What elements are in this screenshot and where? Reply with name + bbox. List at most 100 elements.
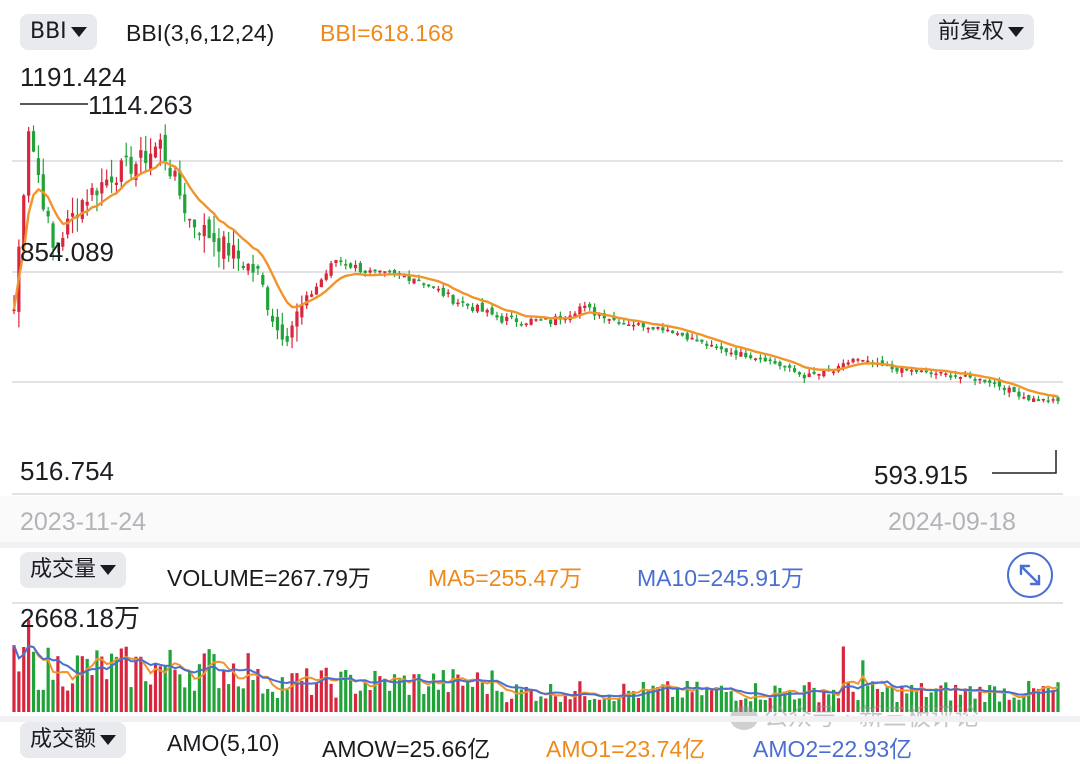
volume-bar [144,681,148,712]
candle-body [807,373,811,378]
volume-select[interactable]: 成交量 [20,552,127,588]
volume-bar [944,682,948,712]
volume-bar [407,694,411,712]
volume-bar [31,651,36,712]
candle [788,363,792,372]
candle-body [256,265,260,269]
candle-body [392,270,397,274]
volume-bar [222,669,226,712]
candle [280,312,284,346]
volume-bar [329,683,333,712]
volume-bar [295,673,299,712]
volume-bar [436,689,441,712]
candle-body [646,327,650,330]
candle-body [173,170,177,177]
volume-bar [119,648,123,712]
volume-bar [695,681,699,712]
candle-body [783,365,787,368]
candle-body [339,260,343,263]
candle-body [456,302,460,305]
end-date-label: 2024-09-18 [888,508,1016,536]
candle-body [427,284,431,287]
volume-bar [270,691,275,712]
candle [851,357,855,364]
volume-bar [22,646,26,712]
volume-bar [719,685,723,712]
volume-bar [261,693,265,712]
candle-body [66,218,70,235]
volume-bar [705,687,709,712]
volume-bar [988,685,992,712]
candle-body [358,263,362,273]
candle [446,289,450,298]
candle [197,231,201,241]
candle-body [666,329,670,332]
candle [778,360,782,370]
volume-bar [451,669,455,712]
candle [95,187,99,212]
volume-bar [836,698,841,712]
candle-body [270,315,275,322]
candle-body [412,278,416,284]
price-high-label: 1191.424 [20,62,127,92]
candle [456,298,460,307]
price-low-axis-label: 516.754 [20,456,114,486]
volume-bar [797,698,802,712]
volume-bar [622,683,626,712]
volume-select-label: 成交量 [30,557,97,582]
candle [441,283,445,298]
candle-body [988,380,992,383]
volume-bar [905,693,909,712]
candle-body [939,371,943,374]
volume-max-label: 2668.18万 [20,603,140,633]
candle [412,278,416,285]
candle-body [192,219,197,228]
volume-bar [631,691,636,712]
volume-bar [846,682,850,712]
volume-bar [431,673,436,712]
volume-bar [690,692,694,712]
volume-bar [207,649,211,712]
candle-body [202,224,206,237]
candle [270,308,275,328]
candle-body [597,314,602,316]
volume-bar [724,692,728,712]
candle-body [100,182,104,194]
volume-bar [470,686,475,712]
volume-bar [1032,688,1036,712]
volume-bar [388,690,392,712]
expand-button[interactable] [1007,552,1053,598]
candle [349,262,353,270]
candle [602,309,606,324]
candle-body [163,134,167,162]
volume-bar [914,690,919,712]
volume-bar [334,697,338,712]
volume-bar [70,683,75,712]
candle-body [70,213,75,217]
candle [168,159,172,180]
candle-body [290,325,294,338]
candle [427,284,431,288]
indicator-select[interactable]: BBI [20,14,97,50]
volume-bar [148,684,153,712]
volume-bar [197,664,201,712]
adjust-select[interactable]: 前复权 [928,14,1035,50]
candle-body [241,265,245,269]
candle [70,197,75,234]
candle-body [153,146,158,158]
volume-bar [124,646,128,712]
volume-bar [134,656,138,712]
volume-bar [617,698,621,712]
volume-bar [627,690,631,712]
amount-select[interactable]: 成交额 [20,722,127,758]
volume-bar [480,682,484,712]
volume-bar [568,699,572,712]
volume-bar [1002,688,1006,712]
volume-bar [510,698,514,712]
volume-bar [163,665,167,712]
candle [1036,395,1041,402]
candle-body [797,372,802,375]
candle-body [822,370,826,377]
candle-body [753,358,758,361]
